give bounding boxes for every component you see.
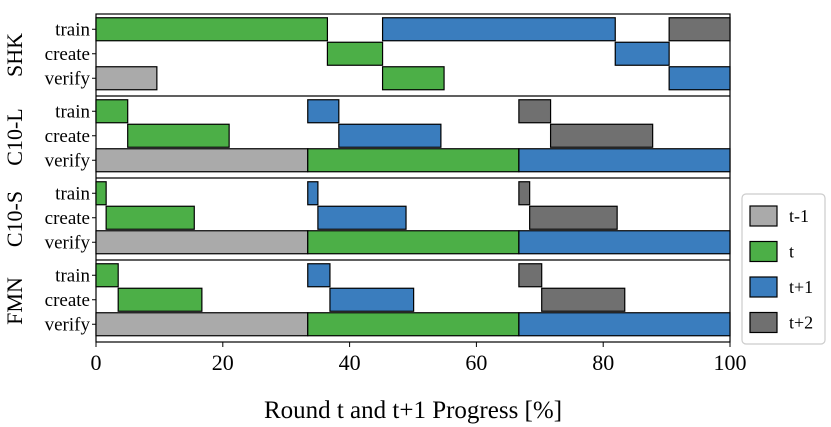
bar-fmn-create-tplus1 bbox=[329, 287, 415, 312]
bar-c10-s-create-tplus2 bbox=[529, 205, 618, 230]
bar-c10-s-verify-tplus1 bbox=[518, 230, 731, 255]
bar-c10-l-verify-tminus1 bbox=[95, 148, 309, 173]
legend-swatch-t bbox=[749, 240, 778, 263]
row-label-train: train bbox=[55, 265, 90, 286]
x-tick-label: 0 bbox=[91, 350, 102, 375]
bar-shk-create-t bbox=[326, 41, 384, 66]
bar-fmn-train-t bbox=[95, 263, 119, 288]
bar-c10-s-create-tplus1 bbox=[317, 205, 407, 230]
x-tick-label: 60 bbox=[465, 350, 487, 375]
bar-fmn-create-tplus2 bbox=[541, 287, 626, 312]
bar-shk-create-tplus1 bbox=[614, 41, 670, 66]
x-tick-label: 100 bbox=[714, 350, 747, 375]
row-label-create: create bbox=[45, 126, 90, 147]
bar-shk-verify-tplus1 bbox=[668, 66, 731, 91]
row-label-create: create bbox=[45, 290, 90, 311]
group-label-fmn: FMN bbox=[2, 277, 27, 325]
bar-shk-train-tplus2 bbox=[668, 17, 731, 42]
group-label-c10-s: C10-S bbox=[2, 191, 27, 247]
row-label-verify: verify bbox=[45, 150, 91, 171]
bar-c10-l-verify-tplus1 bbox=[518, 148, 731, 173]
x-tick-label: 40 bbox=[339, 350, 361, 375]
plot-area: train create verify SHK train create verify C10… bbox=[2, 13, 747, 375]
legend-label-t: t bbox=[789, 242, 794, 262]
bar-shk-train-tplus1 bbox=[381, 17, 616, 42]
group-label-shk: SHK bbox=[2, 33, 27, 77]
bar-fmn-create-t bbox=[117, 287, 203, 312]
row-label-create: create bbox=[45, 208, 90, 229]
row-label-train: train bbox=[55, 183, 90, 204]
row-label-verify: verify bbox=[45, 314, 91, 335]
row-label-train: train bbox=[55, 101, 90, 122]
bar-c10-s-train-t bbox=[95, 181, 107, 206]
bar-fmn-train-tplus1 bbox=[307, 263, 331, 288]
row-label-verify: verify bbox=[45, 232, 91, 253]
bar-shk-verify-tminus1 bbox=[95, 66, 158, 91]
bar-c10-l-create-tplus2 bbox=[549, 123, 654, 148]
legend-frame bbox=[741, 193, 826, 345]
bar-c10-s-create-t bbox=[105, 205, 195, 230]
bar-c10-l-train-tplus2 bbox=[518, 99, 552, 124]
row-label-verify: verify bbox=[45, 68, 91, 89]
bar-c10-l-verify-t bbox=[307, 148, 520, 173]
x-tick-label: 20 bbox=[212, 350, 234, 375]
x-axis-title: Round t and t+1 Progress [%] bbox=[264, 397, 562, 424]
legend: t-1 t t+1 t+2 bbox=[741, 193, 826, 345]
legend-swatch-tplus2 bbox=[749, 311, 778, 334]
bar-c10-s-verify-t bbox=[307, 230, 520, 255]
bar-c10-l-train-t bbox=[95, 99, 129, 124]
bar-fmn-train-tplus2 bbox=[518, 263, 543, 288]
group-label-c10-l: C10-L bbox=[2, 108, 27, 165]
x-tick-label: 80 bbox=[592, 350, 614, 375]
bar-fmn-verify-tplus1 bbox=[518, 312, 731, 337]
row-label-train: train bbox=[55, 19, 90, 40]
row-label-create: create bbox=[45, 44, 90, 65]
bar-c10-l-create-tplus1 bbox=[338, 123, 442, 148]
legend-label-tplus1: t+1 bbox=[789, 277, 813, 297]
legend-swatch-tplus1 bbox=[749, 276, 778, 298]
bar-c10-s-verify-tminus1 bbox=[95, 230, 309, 255]
bar-c10-l-create-t bbox=[127, 123, 230, 148]
legend-swatch-tminus1 bbox=[749, 205, 778, 227]
legend-label-tplus2: t+2 bbox=[789, 313, 813, 333]
bar-c10-s-train-tplus2 bbox=[518, 181, 531, 206]
bar-c10-l-train-tplus1 bbox=[307, 99, 340, 124]
bar-fmn-verify-tminus1 bbox=[95, 312, 309, 337]
bar-c10-s-train-tplus1 bbox=[307, 181, 319, 206]
bar-shk-verify-t bbox=[381, 66, 445, 91]
legend-label-tminus1: t-1 bbox=[789, 206, 809, 226]
bar-fmn-verify-t bbox=[307, 312, 520, 337]
bar-shk-train-t bbox=[95, 17, 329, 42]
